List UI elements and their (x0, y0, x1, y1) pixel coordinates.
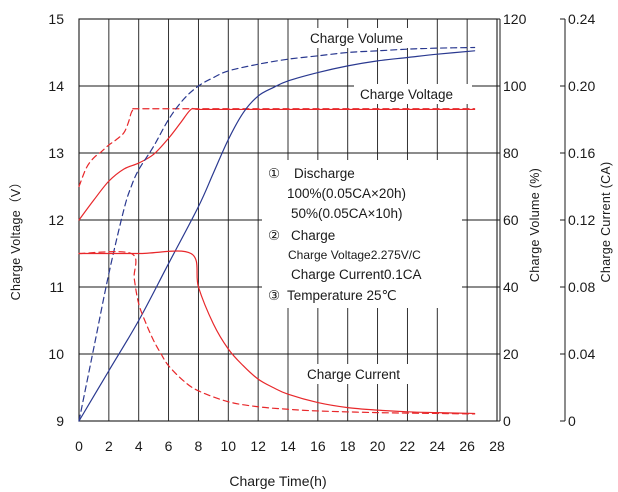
y-right2-tick-label: 0.12 (568, 212, 595, 228)
x-tick-label: 8 (195, 438, 203, 454)
y-right2-tick-label: 0 (568, 413, 576, 429)
y-right2-tick-label: 0.16 (568, 145, 595, 161)
y-right1-tick-label: 40 (503, 279, 519, 295)
y-right2-tick-label: 0.20 (568, 78, 595, 94)
series-line-left-solid (78, 107, 476, 221)
data-series (78, 46, 476, 422)
note1-title: Discharge (294, 166, 355, 181)
y-left-tick-label: 10 (48, 346, 64, 362)
note3-title: Temperature 25℃ (287, 288, 397, 303)
y-right2-tick-label: 0.08 (568, 279, 595, 295)
series-line-right1-dashed (78, 46, 476, 422)
y-left-tick-label: 11 (49, 279, 64, 295)
tick-labels: 0 2 4 6 8 10 12 14 16 18 20 22 24 26 28910111213141502… (48, 11, 595, 454)
note2-line1: Charge Voltage2.275V/C (288, 248, 421, 262)
x-tick-label: 0 (75, 438, 83, 454)
x-tick-label: 16 (310, 438, 326, 454)
note1-line2: 50%(0.05CA×10h) (291, 206, 402, 221)
note1-marker: ① (268, 166, 280, 181)
note1-line1: 100%(0.05CA×20h) (287, 186, 406, 201)
y-right1-tick-label: 0 (503, 413, 511, 429)
x-tick-label: 22 (400, 438, 416, 454)
x-tick-label: 4 (135, 438, 143, 454)
notes-bg (262, 160, 462, 308)
charge-current-label-bg (302, 364, 426, 384)
x-tick-label: 6 (165, 438, 173, 454)
series-line-right2-dashed (78, 251, 476, 415)
y-right1-axis-title: Charge Volume (%) (528, 168, 542, 282)
y-right1-tick-label: 80 (503, 145, 519, 161)
x-axis-title: Charge Time(h) (229, 473, 326, 489)
series-line-right1-solid (78, 50, 476, 422)
series-line-right2-solid (78, 250, 476, 415)
note2-line2: Charge Current0.1CA (291, 267, 422, 282)
note3-marker: ③ (268, 288, 280, 303)
x-tick-label: 28 (489, 438, 505, 454)
y-right1-tick-label: 20 (503, 346, 519, 362)
charge-volume-label-bg (306, 28, 428, 48)
y-left-tick-label: 9 (56, 413, 64, 429)
y-left-tick-label: 12 (48, 212, 64, 228)
x-tick-label: 12 (250, 438, 266, 454)
y-right1-tick-label: 100 (503, 78, 527, 94)
y-left-tick-label: 14 (48, 78, 64, 94)
x-tick-label: 14 (280, 438, 296, 454)
x-tick-label: 2 (105, 438, 113, 454)
y-right1-tick-label: 60 (503, 212, 519, 228)
charge-voltage-label-bg (354, 84, 472, 104)
x-tick-label: 10 (220, 438, 236, 454)
y-right2-axis-title: Charge Current (CA) (599, 161, 613, 282)
x-tick-label: 24 (429, 438, 445, 454)
y-left-tick-label: 15 (48, 11, 64, 27)
series-line-left-dashed (78, 107, 476, 188)
charge-volume-label: Charge Volume (310, 31, 403, 46)
x-tick-label: 18 (340, 438, 356, 454)
y-right1-tick-label: 120 (503, 11, 527, 27)
charge-current-label: Charge Current (307, 367, 400, 382)
y-left-axis-title: Charge Voltage（V） (9, 176, 23, 301)
x-tick-label: 26 (459, 438, 475, 454)
y-left-tick-label: 13 (48, 145, 64, 161)
note2-title: Charge (291, 228, 335, 243)
y-right2-tick-label: 0.04 (568, 346, 595, 362)
note2-marker: ② (268, 228, 280, 243)
y-right2-tick-label: 0.24 (568, 11, 595, 27)
charge-voltage-label: Charge Voltage (360, 87, 453, 102)
x-tick-label: 20 (370, 438, 386, 454)
